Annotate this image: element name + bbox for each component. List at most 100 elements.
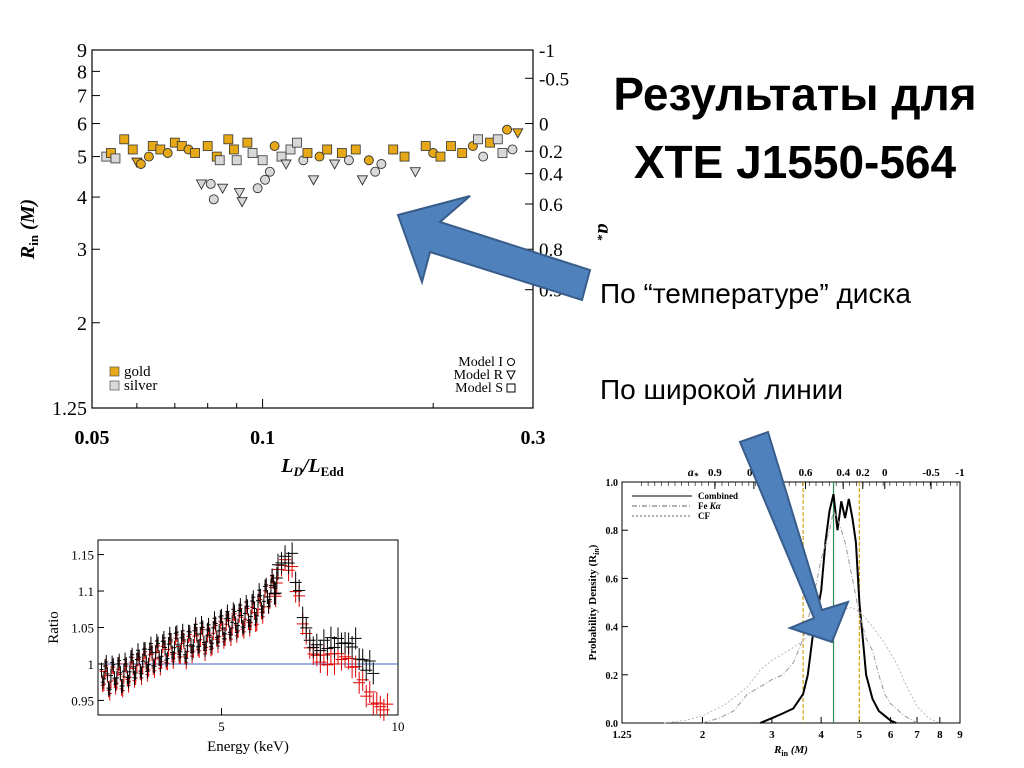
rin-point-triangle xyxy=(512,128,524,139)
bullet-disk-temperature: По “температуре” диска xyxy=(600,278,911,309)
pd-top-tick-label: 0.2 xyxy=(856,467,870,479)
rin-point-circle xyxy=(428,148,439,158)
rin-point-circle xyxy=(143,151,154,162)
pd-top-tick-label: 0.9 xyxy=(708,467,722,479)
pd-top-tick-label: 0.8 xyxy=(747,467,761,479)
rin-point-circle xyxy=(502,124,513,135)
rin-point-triangle xyxy=(409,167,422,178)
rin-point-circle xyxy=(252,183,263,194)
bullet-broad-line: По широкой линии xyxy=(600,374,844,405)
rin-ylabel: Rin (M) xyxy=(17,199,41,260)
rin-point-circle xyxy=(260,174,271,185)
arrow-to-rin-chart xyxy=(396,195,592,302)
rin-point-square xyxy=(285,144,296,155)
slide-title-line1: Результаты для xyxy=(613,68,977,120)
rin-point-circle xyxy=(205,178,216,189)
rin-xtick-label: 0.05 xyxy=(75,427,110,449)
ratio-series-red xyxy=(99,548,394,721)
rin-y2tick-label: 0.9 xyxy=(539,281,563,302)
ratio-ytick-label: 1 xyxy=(88,657,95,672)
rin-point-square xyxy=(119,134,130,145)
rin-point-square xyxy=(127,144,138,155)
rin-point-square xyxy=(202,141,213,151)
pd-xtick-label: 1.25 xyxy=(612,729,632,741)
rin-point-square xyxy=(147,141,158,151)
rin-point-square xyxy=(101,151,112,162)
rin-point-square xyxy=(169,137,180,148)
ratio-plot-frame xyxy=(97,539,399,716)
rin-ytick-label: 6 xyxy=(77,114,87,136)
rin-point-triangle xyxy=(280,159,292,170)
slide-title-line2: XTE J1550-564 xyxy=(633,136,957,188)
rin-point-circle xyxy=(507,144,518,155)
rin-plot-frame xyxy=(91,49,534,409)
rin-point-square xyxy=(231,155,242,166)
rin-point-square xyxy=(399,151,410,162)
pd-xtick-label: 5 xyxy=(857,729,863,741)
rin-y2tick-label: 0 xyxy=(539,115,549,136)
rin-point-square xyxy=(292,137,302,148)
rin-point-triangle xyxy=(216,183,229,195)
pd-ytick-label: 0.0 xyxy=(606,719,619,730)
rin-point-circle xyxy=(298,155,309,166)
rin-point-circle xyxy=(162,148,173,158)
pd-top-axis-label: a* xyxy=(688,465,699,481)
rin-point-circle xyxy=(343,155,354,166)
rin-point-circle xyxy=(208,194,219,205)
rin-legend-quality-label: silver xyxy=(124,378,157,394)
ratio-ytick-label: 0.95 xyxy=(71,693,94,708)
rin-point-square xyxy=(223,134,234,145)
rin-y2tick-label: -1 xyxy=(539,41,555,62)
pd-xtick-label: 8 xyxy=(937,729,943,741)
rin-point-square xyxy=(485,137,495,148)
rin-point-circle xyxy=(467,141,478,151)
rin-point-square xyxy=(420,141,431,151)
rin-point-triangle xyxy=(195,179,208,190)
rin-point-triangle xyxy=(356,175,369,186)
ratio-ylabel: Ratio xyxy=(46,611,62,644)
pd-xtick-label: 4 xyxy=(818,729,824,741)
rin-xlabel: LD/LEdd xyxy=(280,455,344,479)
pd-ytick-label: 1.0 xyxy=(606,478,619,489)
ratio-ytick-label: 1.1 xyxy=(78,584,94,599)
rin-point-circle xyxy=(370,166,381,177)
pd-top-tick-label: 0 xyxy=(882,467,888,479)
rin-point-triangle xyxy=(236,197,248,208)
rin-point-square xyxy=(176,141,187,151)
ratio-xtick-label: 10 xyxy=(392,719,405,734)
ratio-ytick-label: 1.05 xyxy=(71,621,94,636)
rin-point-square xyxy=(473,134,483,145)
rin-point-circle xyxy=(478,151,489,162)
pd-legend-label: CF xyxy=(698,511,710,521)
rin-legend-quality-label: gold xyxy=(124,364,151,380)
rin-ytick-label: 3 xyxy=(77,239,87,261)
pd-series-cf xyxy=(664,606,940,724)
pd-ytick-label: 0.8 xyxy=(606,526,619,537)
rin-point-triangle xyxy=(307,175,320,186)
rin-point-square xyxy=(229,144,239,155)
ratio-ytick-label: 1.15 xyxy=(71,548,94,563)
rin-ytick-label: 8 xyxy=(77,61,87,83)
rin-point-square xyxy=(492,134,503,145)
rin-point-circle xyxy=(183,144,194,155)
rin-point-square xyxy=(106,148,116,158)
rin-point-square xyxy=(350,144,361,155)
pd-xtick-label: 6 xyxy=(888,729,894,741)
pd-plot-frame xyxy=(621,481,961,724)
rin-point-square xyxy=(214,155,225,166)
rin-point-square xyxy=(190,148,200,158)
rin-ytick-label: 9 xyxy=(77,40,87,62)
rin-ytick-label: 7 xyxy=(77,86,87,108)
rin-legend-model-label: Model S xyxy=(455,381,503,396)
pd-top-tick-label: -0.5 xyxy=(922,467,940,479)
rin-point-triangle xyxy=(131,157,143,169)
pd-xtick-label: 9 xyxy=(957,729,963,741)
pd-series-feka xyxy=(702,509,918,724)
pd-ytick-label: 0.4 xyxy=(606,623,619,634)
rin-ytick-label: 5 xyxy=(77,147,87,169)
rin-xtick-label: 0.3 xyxy=(521,427,546,449)
pd-legend-label: Combined xyxy=(698,491,738,501)
rin-point-square xyxy=(336,148,347,158)
pd-ytick-label: 0.2 xyxy=(606,671,619,682)
rin-point-square xyxy=(497,148,508,158)
